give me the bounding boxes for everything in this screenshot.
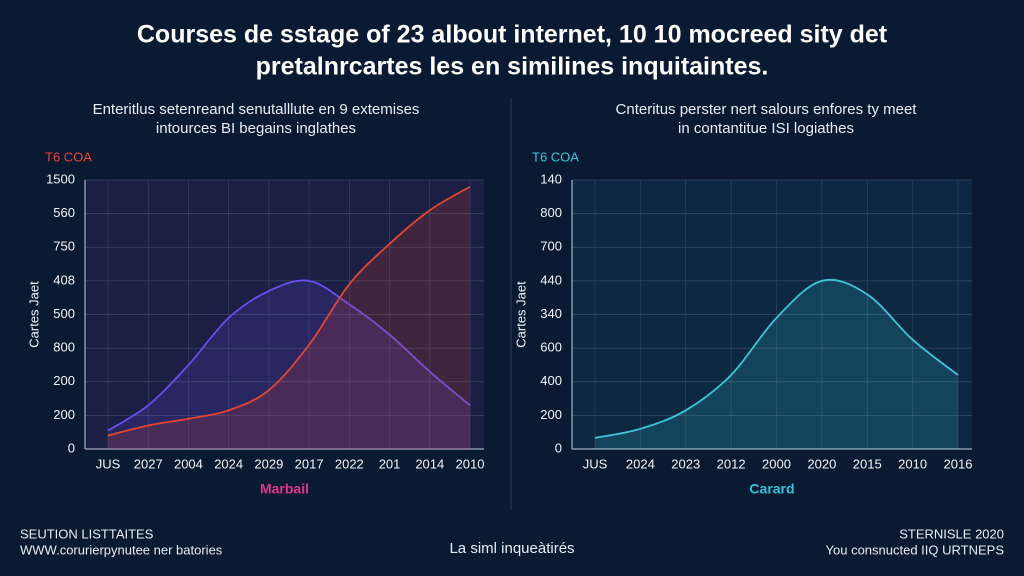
y-tick-label: 800 xyxy=(540,205,562,220)
y-axis-title: Cartes Jaet xyxy=(26,281,41,348)
footer-center: La siml inqueàtirés xyxy=(449,540,574,557)
x-tick-label: 2004 xyxy=(174,456,203,471)
y-tick-label: 750 xyxy=(53,239,75,254)
x-tick-label: 2023 xyxy=(671,456,700,471)
y-tick-label: 200 xyxy=(53,407,75,422)
x-tick-label: 2000 xyxy=(762,456,791,471)
corner-label: T6 COA xyxy=(45,149,92,164)
corner-label: T6 COA xyxy=(532,149,579,164)
footer-left: SEUTION LISTTAITES xyxy=(20,526,154,541)
subtitle: Enteritlus setenreand senutalllute en 9 … xyxy=(93,101,420,118)
x-tick-label: JUS xyxy=(583,456,608,471)
y-tick-label: 700 xyxy=(540,239,562,254)
y-tick-label: 560 xyxy=(53,205,75,220)
x-tick-label: 2017 xyxy=(295,456,324,471)
subtitle: intources BI begains inglathes xyxy=(156,120,356,137)
y-tick-label: 500 xyxy=(53,306,75,321)
x-tick-label: 2014 xyxy=(415,456,444,471)
y-tick-label: 440 xyxy=(540,272,562,287)
series-area xyxy=(108,280,470,449)
y-tick-label: 200 xyxy=(53,373,75,388)
x-tick-label: 2024 xyxy=(626,456,655,471)
subtitle: in contantitue ISI logiathes xyxy=(678,120,854,137)
x-tick-label: 2012 xyxy=(717,456,746,471)
title-line: pretalnrcartes les en similines inquitai… xyxy=(256,53,769,81)
x-tick-label: 2010 xyxy=(898,456,927,471)
y-tick-label: 0 xyxy=(68,440,75,455)
footer-left: WWW.corurierpynutee ner batories xyxy=(20,542,223,557)
y-tick-label: 200 xyxy=(540,407,562,422)
x-tick-label: 2027 xyxy=(134,456,163,471)
y-tick-label: 800 xyxy=(53,340,75,355)
x-tick-label: 2020 xyxy=(807,456,836,471)
x-tick-label: 2024 xyxy=(214,456,243,471)
footer-right: STERNISLE 2020 xyxy=(899,526,1004,541)
title-line: Courses de sstage of 23 albout internet,… xyxy=(137,21,888,49)
series-area xyxy=(595,279,958,449)
x-axis-title: Carard xyxy=(749,481,794,497)
y-tick-label: 340 xyxy=(540,306,562,321)
y-tick-label: 408 xyxy=(53,272,75,287)
x-tick-label: JUS xyxy=(96,456,121,471)
y-tick-label: 1500 xyxy=(46,171,75,186)
footer-right: You consnucted IIQ URTNEPS xyxy=(826,542,1005,557)
y-axis-title: Cartes Jaet xyxy=(513,281,528,348)
series-line xyxy=(107,279,471,432)
x-tick-label: 2022 xyxy=(335,456,364,471)
x-tick-label: 201 xyxy=(379,456,401,471)
y-tick-label: 400 xyxy=(540,373,562,388)
x-axis-title: Marbail xyxy=(260,481,309,497)
y-tick-label: 600 xyxy=(540,340,562,355)
y-tick-label: 0 xyxy=(555,440,562,455)
x-tick-label: 2029 xyxy=(254,456,283,471)
x-tick-label: 2010 xyxy=(456,456,485,471)
x-tick-label: 2016 xyxy=(944,456,973,471)
series-line xyxy=(107,185,471,437)
subtitle: Cnteritus perster nert salours enfores t… xyxy=(616,101,918,118)
series-line xyxy=(594,279,959,439)
x-tick-label: 2015 xyxy=(853,456,882,471)
series-area xyxy=(108,186,470,449)
y-tick-label: 140 xyxy=(540,171,562,186)
